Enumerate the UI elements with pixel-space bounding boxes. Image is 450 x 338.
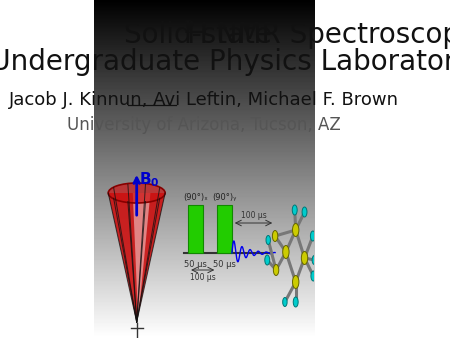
Text: Solid-state: Solid-state: [124, 21, 281, 49]
Circle shape: [273, 265, 279, 275]
Polygon shape: [133, 193, 150, 320]
Circle shape: [266, 236, 270, 244]
Circle shape: [292, 205, 297, 215]
Bar: [188, 205, 203, 253]
Text: $\mathbf{B_0}$: $\mathbf{B_0}$: [139, 171, 160, 189]
Text: 50 μs: 50 μs: [213, 260, 236, 269]
Text: the Undergraduate Physics Laboratory: the Undergraduate Physics Laboratory: [0, 48, 450, 76]
Circle shape: [312, 256, 316, 265]
Circle shape: [311, 271, 316, 281]
Circle shape: [292, 223, 299, 237]
Circle shape: [283, 297, 287, 307]
Circle shape: [302, 207, 307, 217]
Bar: [217, 205, 232, 253]
Polygon shape: [108, 193, 165, 322]
Circle shape: [292, 275, 299, 289]
Circle shape: [302, 251, 308, 265]
Text: 2: 2: [183, 19, 195, 37]
Text: (90°)ᵧ: (90°)ᵧ: [212, 193, 237, 202]
Text: H NMR Spectroscopy for: H NMR Spectroscopy for: [187, 21, 450, 49]
Circle shape: [310, 231, 315, 241]
Text: (90°)ₓ: (90°)ₓ: [183, 193, 208, 202]
Text: 100 μs: 100 μs: [190, 273, 216, 282]
Text: Jacob J. Kinnun, Avi Leftin, Michael F. Brown: Jacob J. Kinnun, Avi Leftin, Michael F. …: [9, 91, 399, 109]
Circle shape: [293, 297, 298, 307]
Text: University of Arizona, Tucson, AZ: University of Arizona, Tucson, AZ: [67, 116, 341, 134]
Ellipse shape: [108, 183, 165, 203]
Circle shape: [265, 255, 270, 265]
Text: 50 μs: 50 μs: [184, 260, 207, 269]
Text: 100 μs: 100 μs: [241, 211, 266, 220]
Circle shape: [272, 231, 278, 241]
Circle shape: [283, 245, 289, 259]
